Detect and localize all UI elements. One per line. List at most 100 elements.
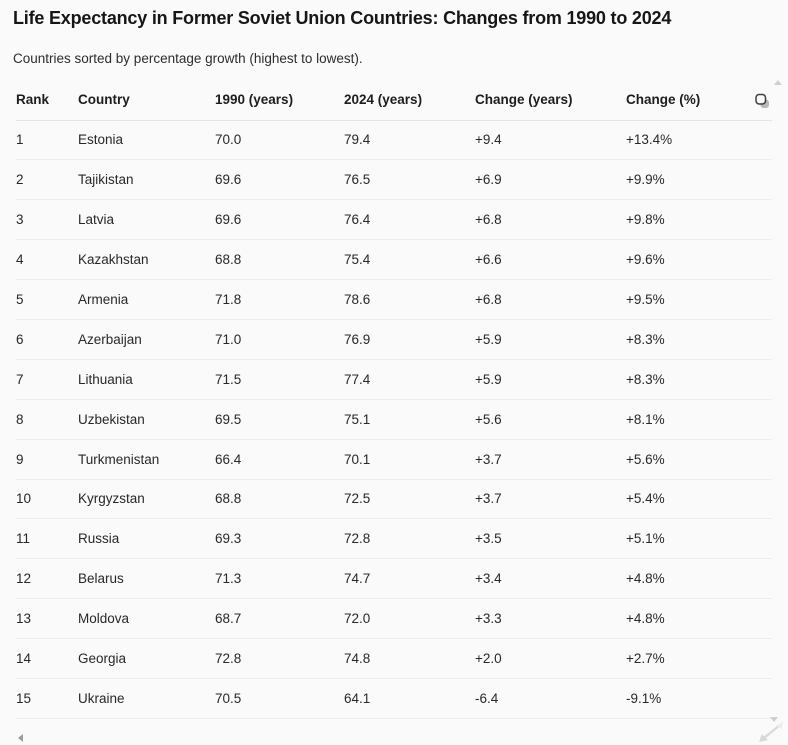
table-cell: +5.6% [626, 439, 772, 480]
table-cell: 1 [16, 120, 78, 161]
table-cell: 72.8 [215, 638, 344, 679]
table-cell: 76.9 [344, 319, 475, 360]
table-cell: +9.8% [626, 199, 772, 241]
column-header-change: Change (%) [626, 80, 772, 121]
page-subtitle: Countries sorted by percentage growth (h… [13, 51, 363, 66]
table-cell: 75.4 [344, 239, 475, 281]
table-cell: 71.0 [215, 319, 344, 360]
table-cell: +3.5 [475, 518, 626, 560]
table-cell: Azerbaijan [78, 319, 215, 360]
table-row: 1 Estonia 70.0 79.4 +9.4 +13.4% [16, 120, 772, 161]
table-body: 1 Estonia 70.0 79.4 +9.4 +13.4% 2 Tajikistan 69.… [16, 120, 772, 719]
table-row: 13 Moldova 68.7 72.0 +3.3 +4.8% [16, 598, 772, 640]
scroll-left-icon[interactable] [18, 734, 23, 742]
table-cell: 78.6 [344, 279, 475, 320]
table-cell: -9.1% [626, 678, 772, 719]
table-header-row: Rank Country 1990 (years) 2024 (years) Chang… [16, 80, 772, 121]
table-cell: 69.6 [215, 159, 344, 201]
table-cell: 7 [16, 359, 78, 400]
table-cell: +6.9 [475, 159, 626, 201]
table-cell: +3.3 [475, 598, 626, 640]
table-cell: 5 [16, 279, 78, 320]
table-cell: 6 [16, 319, 78, 360]
table-cell: +13.4% [626, 120, 772, 161]
table-cell: +4.8% [626, 598, 772, 640]
table-cell: 70.0 [215, 120, 344, 161]
resize-grip-icon[interactable] [750, 722, 784, 744]
table-cell: +8.1% [626, 399, 772, 440]
table-cell: Armenia [78, 279, 215, 320]
copy-icon [752, 91, 772, 111]
scroll-down-icon[interactable] [770, 717, 778, 722]
table-cell: 71.8 [215, 279, 344, 320]
table-cell: 71.3 [215, 558, 344, 600]
table-cell: Uzbekistan [78, 399, 215, 440]
table-cell: 12 [16, 558, 78, 600]
table-cell: Estonia [78, 120, 215, 161]
table-cell: Ukraine [78, 678, 215, 719]
table-row: 14 Georgia 72.8 74.8 +2.0 +2.7% [16, 638, 772, 679]
column-header-change-years: Change (years) [475, 80, 626, 121]
table-cell: +8.3% [626, 359, 772, 400]
table-cell: 70.1 [344, 439, 475, 480]
table-cell: 72.5 [344, 479, 475, 520]
table-cell: Kazakhstan [78, 239, 215, 281]
table-cell: Russia [78, 518, 215, 560]
table-cell: 71.5 [215, 359, 344, 400]
table-row: 8 Uzbekistan 69.5 75.1 +5.6 +8.1% [16, 399, 772, 440]
column-header-2024-years: 2024 (years) [344, 80, 475, 121]
table-cell: Kyrgyzstan [78, 479, 215, 520]
table-cell: 72.0 [344, 598, 475, 640]
table-cell: Turkmenistan [78, 439, 215, 480]
table-cell: +6.6 [475, 239, 626, 281]
table-cell: 2 [16, 159, 78, 201]
table-cell: 15 [16, 678, 78, 719]
table-cell: 69.3 [215, 518, 344, 560]
life-expectancy-table: Rank Country 1990 (years) 2024 (years) Chang… [16, 80, 772, 719]
table-row: 5 Armenia 71.8 78.6 +6.8 +9.5% [16, 279, 772, 320]
table-row: 4 Kazakhstan 68.8 75.4 +6.6 +9.6% [16, 239, 772, 281]
table-cell: +3.4 [475, 558, 626, 600]
table-cell: +6.8 [475, 199, 626, 241]
table-row: 15 Ukraine 70.5 64.1 -6.4 -9.1% [16, 678, 772, 719]
table-row: 6 Azerbaijan 71.0 76.9 +5.9 +8.3% [16, 319, 772, 360]
table-cell: +4.8% [626, 558, 772, 600]
table-cell: 9 [16, 439, 78, 480]
table-cell: 11 [16, 518, 78, 560]
table-cell: 68.7 [215, 598, 344, 640]
column-header-1990-years: 1990 (years) [215, 80, 344, 121]
table-cell: 77.4 [344, 359, 475, 400]
table-cell: +5.4% [626, 479, 772, 520]
table-cell: 69.6 [215, 199, 344, 241]
table-cell: 14 [16, 638, 78, 679]
table-cell: +3.7 [475, 479, 626, 520]
table-cell: Latvia [78, 199, 215, 241]
copy-table-button[interactable] [751, 90, 773, 112]
table-cell: +6.8 [475, 279, 626, 320]
table-cell: +9.6% [626, 239, 772, 281]
table-cell: 75.1 [344, 399, 475, 440]
table-row: 12 Belarus 71.3 74.7 +3.4 +4.8% [16, 558, 772, 600]
table-row: 9 Turkmenistan 66.4 70.1 +3.7 +5.6% [16, 439, 772, 480]
table-cell: -6.4 [475, 678, 626, 719]
table-cell: Belarus [78, 558, 215, 600]
table-cell: 74.8 [344, 638, 475, 679]
table-cell: 70.5 [215, 678, 344, 719]
table-cell: 8 [16, 399, 78, 440]
table-cell: +8.3% [626, 319, 772, 360]
table-cell: 79.4 [344, 120, 475, 161]
table-row: 7 Lithuania 71.5 77.4 +5.9 +8.3% [16, 359, 772, 400]
table-cell: +2.7% [626, 638, 772, 679]
table-cell: 76.4 [344, 199, 475, 241]
table-cell: 64.1 [344, 678, 475, 719]
table-cell: +9.4 [475, 120, 626, 161]
table-cell: 74.7 [344, 558, 475, 600]
table-cell: +5.9 [475, 359, 626, 400]
page-title: Life Expectancy in Former Soviet Union C… [13, 8, 672, 28]
table-cell: Georgia [78, 638, 215, 679]
table-cell: 13 [16, 598, 78, 640]
table-cell: 68.8 [215, 239, 344, 281]
table-cell: 66.4 [215, 439, 344, 480]
table-cell: 4 [16, 239, 78, 281]
scroll-up-icon[interactable] [774, 80, 782, 85]
